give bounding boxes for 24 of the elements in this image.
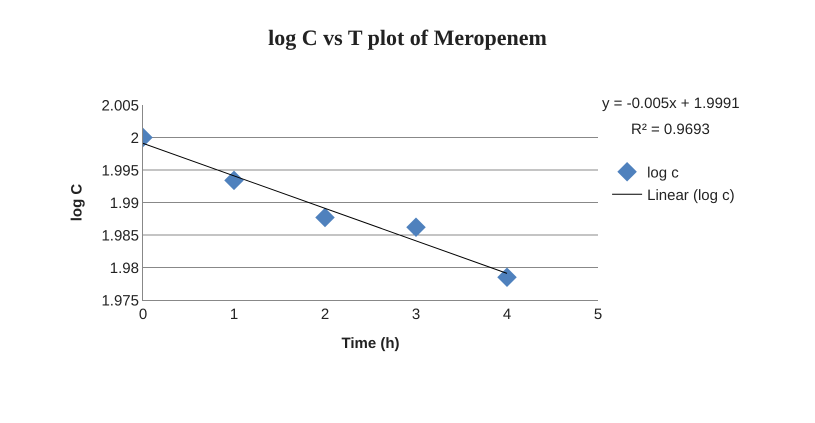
point <box>224 170 244 190</box>
y-tick-label: 1.985 <box>101 227 139 244</box>
y-tick-label: 1.975 <box>101 292 139 310</box>
x-tick-label: 0 <box>138 306 148 323</box>
x-tick-label: 4 <box>502 306 512 323</box>
x-tick-label: 3 <box>412 306 420 323</box>
y-tick-label: 1.995 <box>101 162 139 180</box>
chart-title: log C vs T plot of Meropenem <box>268 25 547 50</box>
y-axis-title: log C <box>68 184 86 222</box>
x-tick-label: 2 <box>320 306 330 323</box>
y-tick-label: 1.98 <box>110 260 139 277</box>
text: y = -0.005x + 1.9991 <box>602 95 740 112</box>
legend-label: log c <box>647 164 680 182</box>
point <box>497 268 517 287</box>
y-tick-label: 2.005 <box>101 97 139 114</box>
legend-label: Linear (log c) <box>647 187 735 204</box>
y-tick-label: 1.99 <box>110 194 139 212</box>
point <box>315 208 335 228</box>
x-tick-label: 5 <box>594 306 602 323</box>
x-axis-title: Time (h) <box>341 335 400 352</box>
y-tick-label: 2 <box>130 130 139 147</box>
x-tick-label: 1 <box>230 306 238 323</box>
text: R² = 0.9693 <box>631 121 710 138</box>
point <box>406 217 426 237</box>
